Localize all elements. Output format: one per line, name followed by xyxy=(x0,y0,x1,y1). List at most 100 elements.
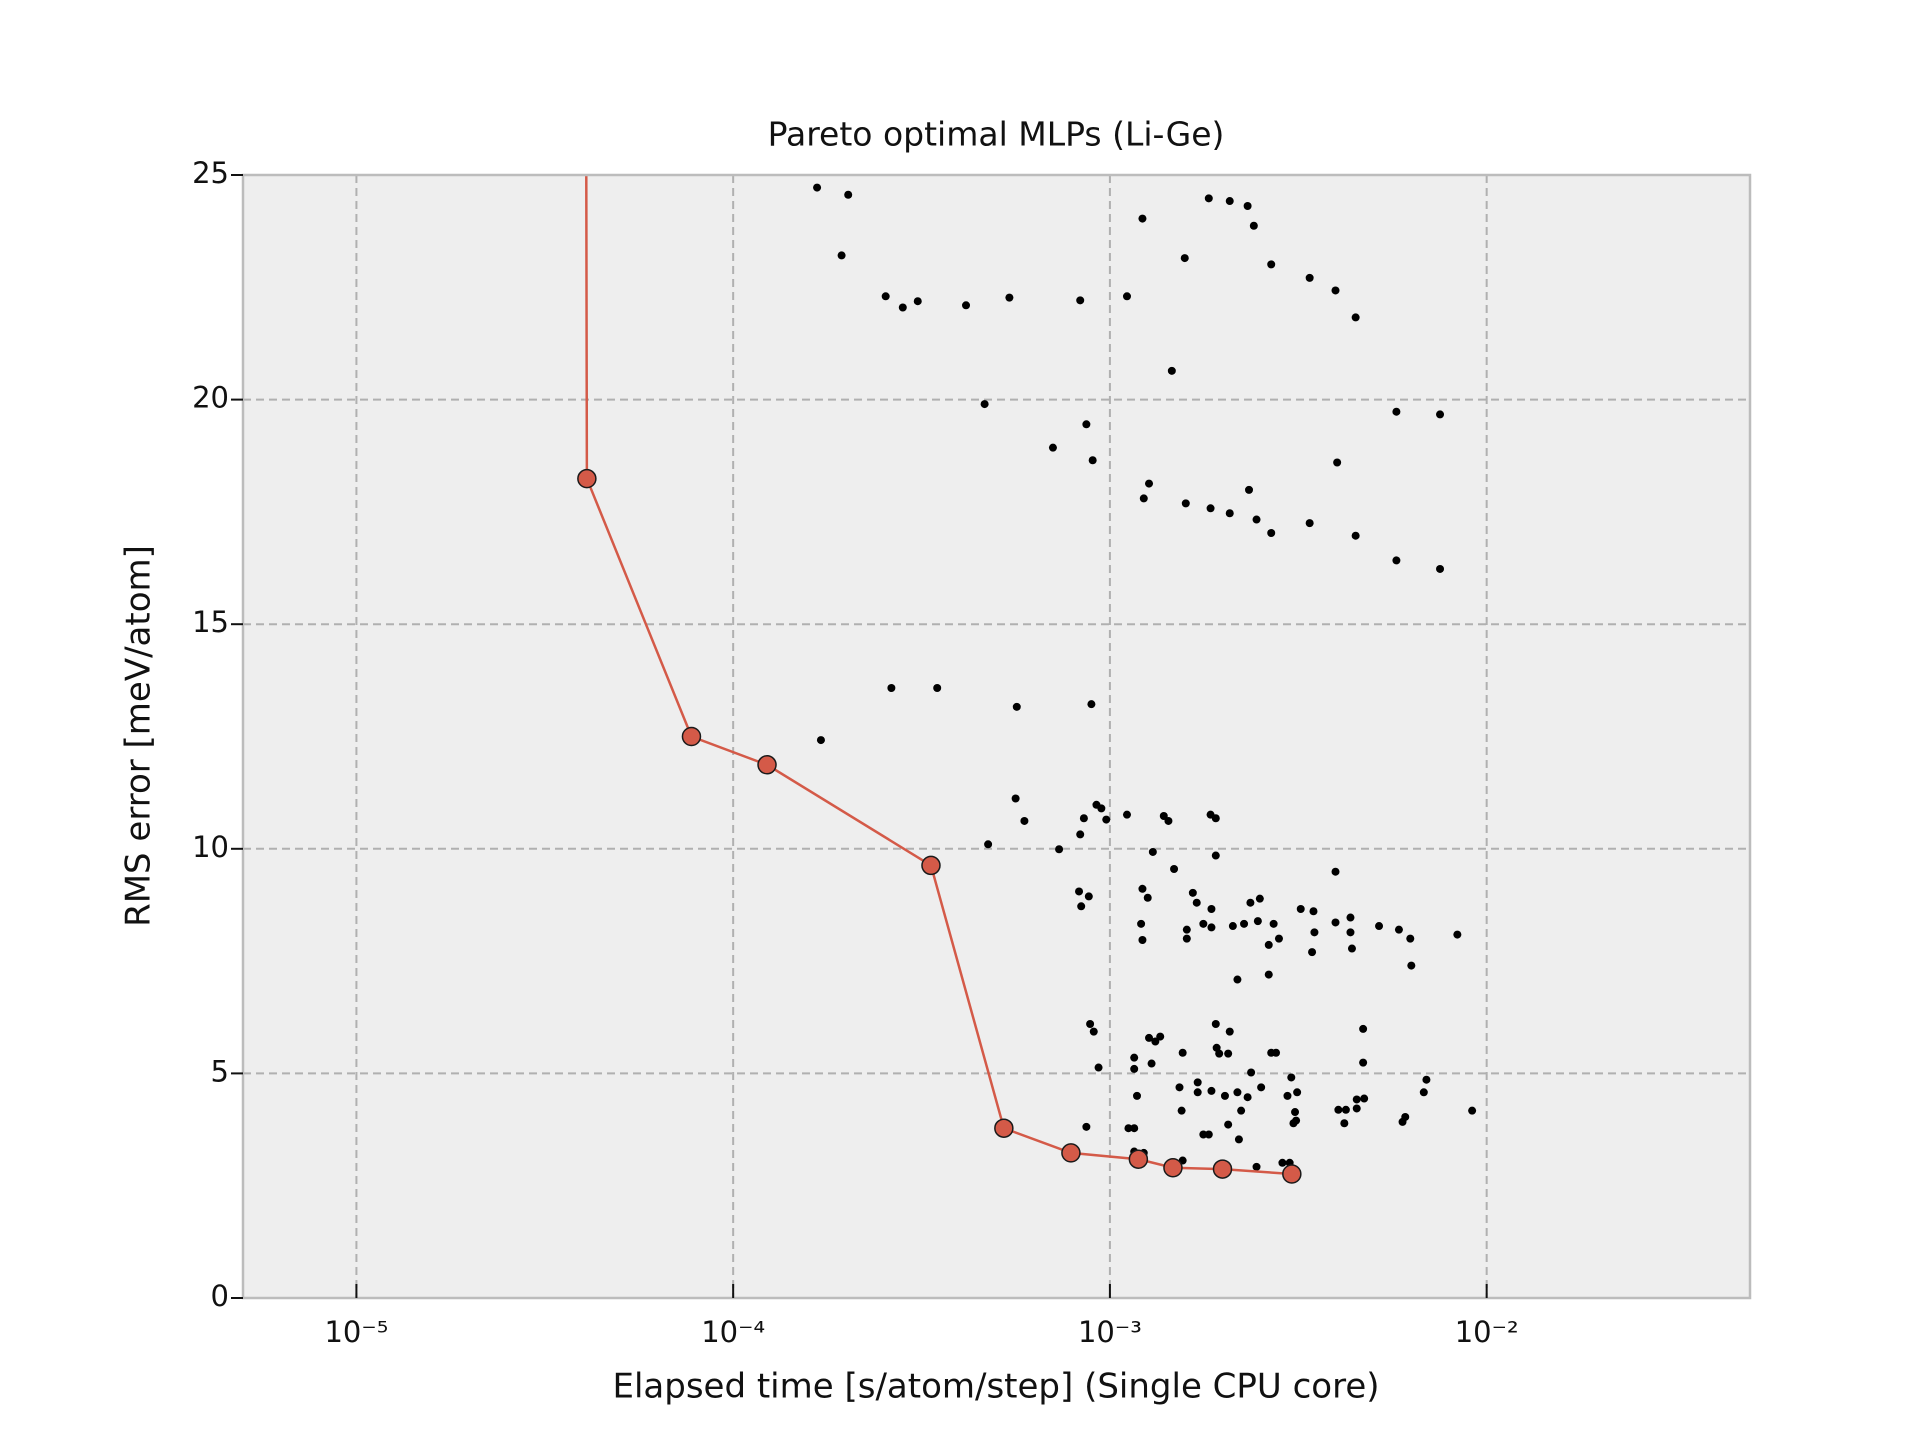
data-point xyxy=(962,301,971,310)
data-point xyxy=(1084,892,1093,901)
data-point xyxy=(1240,919,1249,928)
data-point xyxy=(1257,1083,1266,1092)
data-point xyxy=(1309,907,1318,916)
chart-title: Pareto optimal MLPs (Li-Ge) xyxy=(768,115,1225,154)
data-point xyxy=(1436,564,1445,573)
pareto-point xyxy=(757,755,777,775)
data-point xyxy=(1139,494,1148,503)
data-point xyxy=(1392,407,1401,416)
data-point xyxy=(1048,443,1057,452)
data-point xyxy=(1167,366,1176,375)
data-point xyxy=(1233,1088,1242,1097)
data-point xyxy=(1124,1124,1133,1133)
y-tick-label: 5 xyxy=(211,1054,229,1088)
series xyxy=(813,183,1477,1171)
data-point xyxy=(1130,1064,1139,1073)
data-point xyxy=(1392,556,1401,565)
data-point xyxy=(1352,1095,1361,1104)
data-point xyxy=(1180,254,1189,263)
pareto-point xyxy=(1061,1143,1081,1163)
data-point xyxy=(1193,1078,1202,1087)
data-point xyxy=(1177,1106,1186,1115)
data-point xyxy=(1436,410,1445,419)
pareto-point xyxy=(921,855,941,876)
data-point xyxy=(898,303,907,312)
data-point xyxy=(1220,1091,1229,1100)
data-point xyxy=(1267,529,1276,538)
pareto-point xyxy=(577,468,597,489)
data-point xyxy=(1360,1094,1369,1103)
x-tick-label: 10⁻² xyxy=(1455,1315,1519,1349)
pareto-point xyxy=(1128,1149,1149,1169)
data-point xyxy=(1293,1088,1302,1097)
data-point xyxy=(1076,830,1085,839)
data-point xyxy=(813,183,822,192)
data-point xyxy=(1245,485,1254,494)
data-point xyxy=(1407,961,1416,970)
data-point xyxy=(1278,1158,1287,1167)
data-point xyxy=(1082,1122,1091,1131)
x-tick-label: 10⁻⁵ xyxy=(324,1315,388,1349)
data-point xyxy=(1147,1059,1156,1068)
data-point xyxy=(1211,1019,1220,1028)
data-point xyxy=(1346,913,1355,922)
data-point xyxy=(1170,865,1179,874)
data-point xyxy=(1351,531,1360,540)
data-point xyxy=(980,400,989,409)
data-point xyxy=(1138,884,1147,893)
data-point xyxy=(1331,286,1340,295)
data-point xyxy=(1247,1068,1256,1077)
data-point xyxy=(1175,1083,1184,1092)
data-point xyxy=(816,736,825,745)
data-point xyxy=(1011,794,1020,803)
data-point xyxy=(1156,1032,1165,1041)
data-point xyxy=(1375,922,1384,931)
data-point xyxy=(1398,1117,1407,1126)
data-point xyxy=(933,683,942,692)
data-point xyxy=(1199,919,1208,928)
data-point xyxy=(1055,845,1064,854)
data-point xyxy=(1020,816,1029,825)
data-point xyxy=(1305,273,1314,282)
y-tick-label: 0 xyxy=(211,1279,229,1313)
data-point xyxy=(1264,970,1273,979)
data-point xyxy=(1077,902,1086,911)
data-point xyxy=(1347,944,1356,953)
data-point xyxy=(1225,1027,1234,1036)
data-point xyxy=(1341,1105,1350,1114)
data-point xyxy=(1253,917,1262,926)
data-point xyxy=(1193,1088,1202,1097)
data-point xyxy=(1291,1108,1300,1117)
data-point xyxy=(1252,1162,1261,1171)
data-point xyxy=(1192,898,1201,907)
data-point xyxy=(1089,1027,1098,1036)
pareto-point xyxy=(681,726,702,747)
data-point xyxy=(1079,814,1088,823)
data-point xyxy=(1225,509,1234,518)
data-point xyxy=(1086,1019,1095,1028)
data-point xyxy=(1305,519,1314,528)
data-point xyxy=(1151,1037,1160,1046)
data-point xyxy=(1468,1106,1477,1115)
data-point xyxy=(984,840,993,849)
data-point xyxy=(881,292,890,301)
data-point xyxy=(1394,925,1403,934)
pareto-point xyxy=(1212,1159,1233,1179)
data-point xyxy=(1334,1105,1343,1114)
data-point xyxy=(1143,893,1152,902)
data-point xyxy=(1182,934,1191,943)
y-tick-label: 15 xyxy=(192,605,229,639)
data-point xyxy=(1188,888,1197,897)
y-tick-label: 10 xyxy=(192,830,229,864)
data-point xyxy=(1215,1049,1224,1058)
plot-frame xyxy=(241,173,1752,1300)
y-tick-label: 25 xyxy=(192,156,229,190)
data-point xyxy=(1164,816,1173,825)
data-point xyxy=(1308,948,1317,957)
data-point xyxy=(1249,221,1258,230)
y-tick-label: 20 xyxy=(192,381,229,415)
data-point xyxy=(1138,214,1147,223)
data-point xyxy=(1211,814,1220,823)
data-point xyxy=(1406,934,1415,943)
